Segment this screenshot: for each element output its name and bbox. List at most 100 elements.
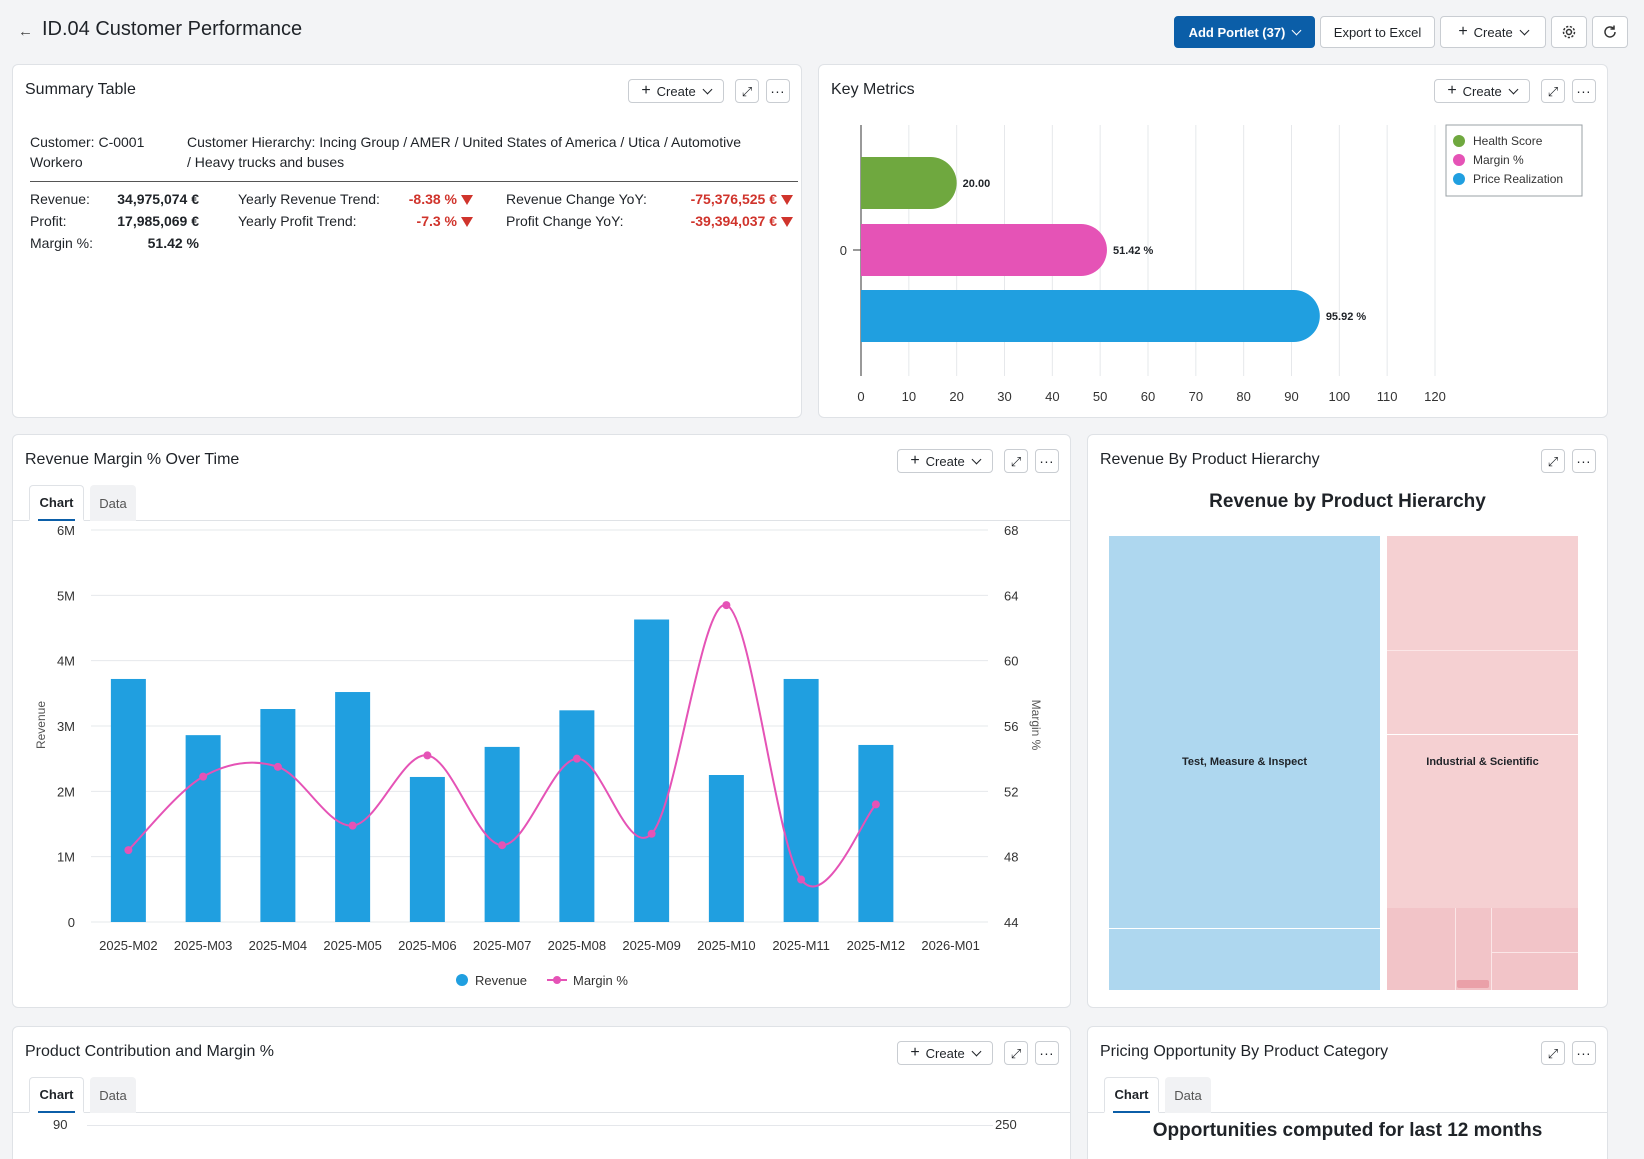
- plus-icon: +: [910, 1044, 920, 1061]
- expand-button[interactable]: ⤢: [1541, 1041, 1565, 1065]
- y-axis-tick: 0: [68, 915, 75, 930]
- create-button[interactable]: + Create: [628, 79, 724, 103]
- export-to-excel-button[interactable]: Export to Excel: [1320, 16, 1435, 48]
- margin-point: [498, 841, 507, 850]
- margin-point: [273, 762, 282, 771]
- y2-axis-tick: 60: [1004, 654, 1018, 669]
- revenue-bar: [409, 776, 445, 922]
- x-axis-tick: 2025-M08: [548, 938, 607, 953]
- tab-data[interactable]: Data: [90, 1077, 136, 1113]
- x-axis-tick: 60: [1141, 389, 1155, 404]
- more-options-button[interactable]: ...: [1572, 1041, 1596, 1065]
- profit-label: Profit:: [30, 213, 67, 229]
- page-title: ID.04 Customer Performance: [42, 18, 303, 40]
- x-axis-tick: 2026-M01: [921, 938, 980, 953]
- chart-subtitle: Opportunities computed for last 12 month…: [1152, 1120, 1543, 1141]
- revenue-change-yoy-value: -75,376,525 €: [643, 191, 793, 207]
- y-axis-tick: 0: [840, 243, 847, 258]
- refresh-icon: [1604, 25, 1616, 38]
- tab-chart[interactable]: Chart: [29, 485, 84, 521]
- revenue-margin-chart: 0 1M 2M 3M 4M 5M 6M 44 48 52 56 60 64 68 Revenue Margin…: [34, 523, 1043, 988]
- plus-icon: +: [910, 452, 920, 469]
- data-label: 51.42 %: [1113, 245, 1154, 257]
- revenue-label: Revenue:: [30, 191, 90, 207]
- x-axis-tick: 100: [1328, 389, 1350, 404]
- chart-title: Revenue by Product Hierarchy: [1209, 491, 1486, 512]
- x-axis-tick: 2025-M05: [323, 938, 382, 953]
- profit-change-yoy-value: -39,394,037 €: [643, 213, 793, 229]
- create-button[interactable]: + Create: [1440, 16, 1546, 48]
- more-options-button[interactable]: ...: [1572, 449, 1596, 473]
- margin-value: 51.42 %: [147, 235, 199, 251]
- expand-button[interactable]: ⤢: [1541, 449, 1565, 473]
- revenue-value: 34,975,074 €: [117, 191, 199, 207]
- revenue-bar: [559, 710, 595, 922]
- margin-point: [124, 846, 133, 855]
- panel-title: Summary Table: [25, 81, 136, 98]
- margin-point: [722, 601, 731, 610]
- add-portlet-button[interactable]: Add Portlet (37): [1174, 16, 1315, 48]
- expand-icon: ⤢: [1547, 453, 1559, 469]
- chevron-down-icon: [1291, 25, 1302, 35]
- expand-icon: ⤢: [741, 83, 753, 99]
- more-options-button[interactable]: ...: [766, 79, 790, 103]
- expand-button[interactable]: ⤢: [1541, 79, 1565, 103]
- refresh-button[interactable]: [1592, 16, 1628, 48]
- key-metrics-panel: Key Metrics + Create ⤢ ... 0 10 20 30 40 50 60 7…: [818, 64, 1608, 418]
- treemap-node[interactable]: Industrial & Scientific: [1386, 535, 1579, 991]
- margin-point: [647, 829, 656, 838]
- treemap-node[interactable]: Test, Measure & Inspect: [1108, 535, 1381, 991]
- expand-icon: ⤢: [1547, 83, 1559, 99]
- y-axis-tick: 5M: [57, 588, 75, 603]
- legend-swatch: [1453, 154, 1465, 166]
- x-axis-tick: 2025-M07: [473, 938, 532, 953]
- y-axis-tick: 4M: [57, 654, 75, 669]
- revenue-bar: [858, 744, 894, 922]
- y-axis-tick: 3M: [57, 719, 75, 734]
- more-icon: ...: [1576, 1042, 1592, 1058]
- y2-axis-label: Margin %: [1029, 700, 1043, 751]
- down-triangle-icon: [461, 195, 473, 205]
- x-axis-tick: 10: [902, 389, 916, 404]
- y2-axis-tick: 44: [1004, 915, 1018, 930]
- down-triangle-icon: [781, 217, 793, 227]
- more-options-button[interactable]: ...: [1035, 1041, 1059, 1065]
- yearly-revenue-trend-label: Yearly Revenue Trend:: [238, 191, 380, 207]
- tab-chart[interactable]: Chart: [29, 1077, 84, 1113]
- treemap-label: Industrial & Scientific: [1426, 756, 1539, 768]
- legend-swatch: [1453, 135, 1465, 147]
- chevron-down-icon: [971, 1046, 982, 1056]
- back-arrow-icon[interactable]: ←: [18, 23, 33, 40]
- y-axis-tick: 6M: [57, 523, 75, 538]
- yearly-revenue-trend-value: -8.38 %: [383, 191, 473, 207]
- margin-point: [199, 772, 208, 781]
- legend-box: [1445, 124, 1583, 197]
- more-options-button[interactable]: ...: [1035, 449, 1059, 473]
- product-contribution-panel: Product Contribution and Margin % + Creat…: [12, 1026, 1071, 1159]
- revenue-bar: [484, 746, 520, 922]
- create-button[interactable]: + Create: [897, 449, 993, 473]
- legend-label: Margin %: [1473, 153, 1524, 167]
- expand-button[interactable]: ⤢: [1004, 449, 1028, 473]
- create-button[interactable]: + Create: [897, 1041, 993, 1065]
- create-button[interactable]: + Create: [1434, 79, 1530, 103]
- panel-title: Key Metrics: [831, 81, 915, 98]
- tab-chart[interactable]: Chart: [1104, 1077, 1159, 1113]
- more-options-button[interactable]: ...: [1572, 79, 1596, 103]
- margin-point: [797, 875, 806, 884]
- revenue-bar: [708, 775, 744, 922]
- x-axis-tick: 2025-M12: [847, 938, 906, 953]
- expand-button[interactable]: ⤢: [735, 79, 759, 103]
- tab-data[interactable]: Data: [90, 485, 136, 521]
- yearly-profit-trend-value: -7.3 %: [383, 213, 473, 229]
- more-icon: ...: [1039, 450, 1055, 466]
- tab-data[interactable]: Data: [1165, 1077, 1211, 1113]
- settings-button[interactable]: [1551, 16, 1587, 48]
- expand-button[interactable]: ⤢: [1004, 1041, 1028, 1065]
- customer-name: Workero: [30, 154, 83, 170]
- treemap-subnode: [1387, 908, 1578, 990]
- revenue-bar: [634, 619, 670, 922]
- x-axis-tick: 120: [1424, 389, 1446, 404]
- expand-icon: ⤢: [1010, 453, 1022, 469]
- x-axis-tick: 2025-M06: [398, 938, 457, 953]
